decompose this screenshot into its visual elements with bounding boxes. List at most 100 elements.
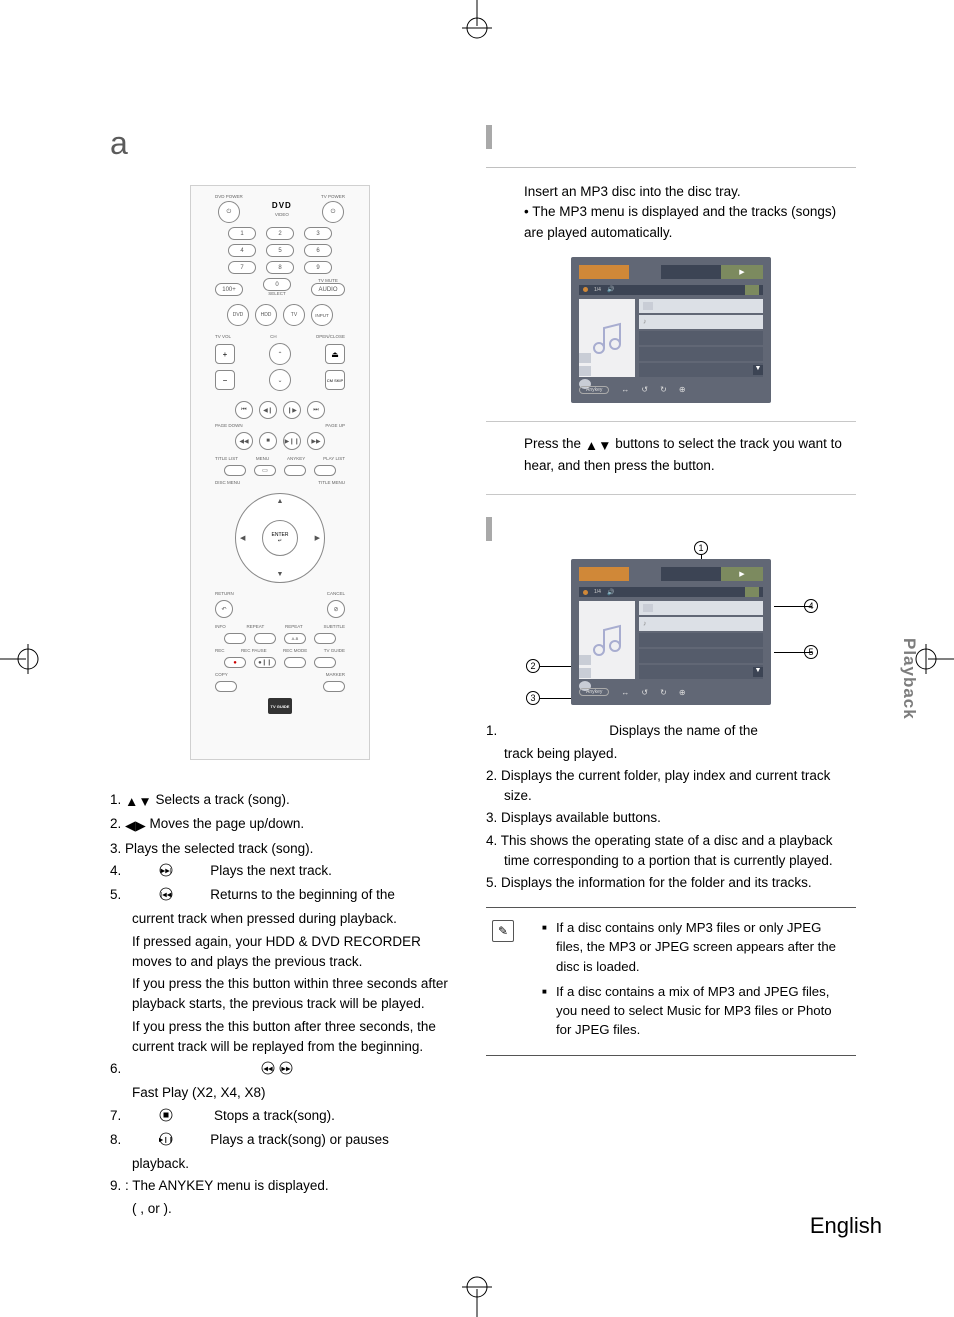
return-icon: ↶ [215,600,233,618]
label-select: SELECT [268,291,286,296]
nav-right-icon: ▶ [315,534,320,542]
label-tv-guide: TV GUIDE [324,648,345,653]
screen-description-list: 1.Displays the name of the track being p… [486,721,856,893]
label-page-up: PAGE UP [325,423,345,428]
label-copy: COPY [215,672,228,677]
crop-mark-bottom [448,1275,506,1317]
label-dvd-power: DVD POWER [215,194,243,199]
play-pause-inline-icon: ▶❙❙ [159,1132,173,1152]
right-column: Insert an MP3 disc into the disc tray. •… [486,125,856,1056]
vol-down-icon: − [215,370,235,390]
updown-icon-2: ▲▼ [585,436,612,456]
d1a: 1. [486,723,497,738]
list-item [639,601,763,615]
leftright-icon: ◀▶ [125,816,146,836]
i6b: Fast Play (X2, X4, X8) [110,1083,450,1103]
anykey-pill: Anykey [579,386,609,394]
nav-pad: ▲ ▼ ◀ ▶ ENTER↵ [235,493,325,583]
list-item [639,331,763,345]
button-tv: TV [283,304,305,326]
label-title-menu: TITLE MENU [318,480,345,485]
label-open-close: OPEN/CLOSE [316,334,345,339]
d3: 3. Displays available buttons. [486,808,856,828]
ch-down-icon: ⌄ [269,369,291,391]
button-100plus: 100+ [215,283,243,296]
folder-up-icon [643,302,653,310]
digit-7: 7 [228,261,256,274]
i9: 9. : The ANYKEY menu is displayed. [110,1176,450,1196]
step1-text: Insert an MP3 disc into the disc tray. •… [486,182,856,243]
label-menu: MENU [256,456,269,461]
divider-2 [486,494,856,495]
label-info: INFO [215,624,226,629]
button-dvd-power-icon: ⏻ [218,201,240,223]
i3: 3. Plays the selected track (song). [110,839,450,859]
list-item [639,665,763,679]
crop-mark-left [0,630,40,688]
button-marker [323,681,345,692]
button-copy [215,681,237,692]
digit-2: 2 [266,227,294,240]
d1c: track being played. [486,744,856,764]
digit-3: 3 [304,227,332,240]
note-box: ✎ If a disc contains only MP3 files or o… [486,907,856,1056]
digit-6: 6 [304,244,332,257]
play-pause-icon: ▶❙❙ [283,432,301,450]
callout-3: 3 [526,691,540,705]
step-back-icon: ◀❙ [259,401,277,419]
label-tv-vol: TV VOL [215,334,231,339]
dvd-logo-sub: VIDEO [275,212,289,217]
skip-prev-inline-icon: |◀◀ [159,887,173,907]
stop-icon: ■ [259,432,277,450]
note-pencil-icon: ✎ [492,920,514,942]
button-audio: AUDIO [311,283,345,296]
crop-mark-top [448,0,506,40]
track-count-2: 1/4 [594,589,601,595]
digit-1: 1 [228,227,256,240]
footer-icon-3: ↻ [660,385,667,394]
step2-text: Press the ▲▼ buttons to select the track… [486,434,856,477]
digit-8: 8 [266,261,294,274]
list-item: ♪ [639,315,763,329]
enter-icon: ↵ [278,538,282,544]
skip-prev-icon: ⏮ [235,401,253,419]
svg-text:|◀◀: |◀◀ [160,893,171,899]
page-letter: a [110,125,128,162]
digit-9: 9 [304,261,332,274]
stop-inline-icon [159,1108,173,1128]
button-cm-skip: CM SKIP [325,370,345,390]
skip-next-icon: ⏭ [307,401,325,419]
section-bar-2 [486,517,856,541]
label-disc-menu: DISC MENU [215,480,240,485]
step2a: Press the [524,436,585,451]
button-rec-pause-icon: ●❙❙ [254,657,276,668]
digit-4: 4 [228,244,256,257]
cancel-icon: ⊘ [327,600,345,618]
i5b: current track when pressed during playba… [110,909,450,929]
crop-mark-right [914,630,954,688]
mp3-screen-2-diagram: 1 4 5 2 3 ▶ 1/4🔊 ♪ [526,559,816,705]
remote-illustration: DVD POWER⏻ DVDVIDEO TV POWER⏻ 123 456 78… [190,185,370,760]
button-dvd: DVD [227,304,249,326]
step-fwd-icon: ❙▶ [283,401,301,419]
side-tab-playback: Playback [899,638,919,720]
label-anykey: ANYKEY [287,456,305,461]
nav-up-icon: ▲ [277,498,284,505]
i8b: playback. [110,1154,450,1174]
svg-text:▶❙❙: ▶❙❙ [159,1136,173,1143]
digit-5: 5 [266,244,294,257]
left-column: DVD POWER⏻ DVDVIDEO TV POWER⏻ 123 456 78… [110,185,450,1221]
button-tv-guide [314,657,336,668]
footer-icon-4: ⊕ [679,385,686,394]
i9b: ( , or ). [110,1199,450,1219]
ffwd-icon: ▶▶ [307,432,325,450]
list-item [639,299,763,313]
label-rec: REC [215,648,225,653]
button-rec-mode [284,657,306,668]
left-instruction-list: 1. ▲▼ Selects a track (song). 2. ◀▶ Move… [110,790,450,1219]
list-item [639,633,763,647]
nav-left-icon: ◀ [240,534,245,542]
scroll-down-icon: ▼ [753,365,763,375]
callout-1: 1 [694,541,708,555]
dvd-logo: DVD [272,201,292,210]
